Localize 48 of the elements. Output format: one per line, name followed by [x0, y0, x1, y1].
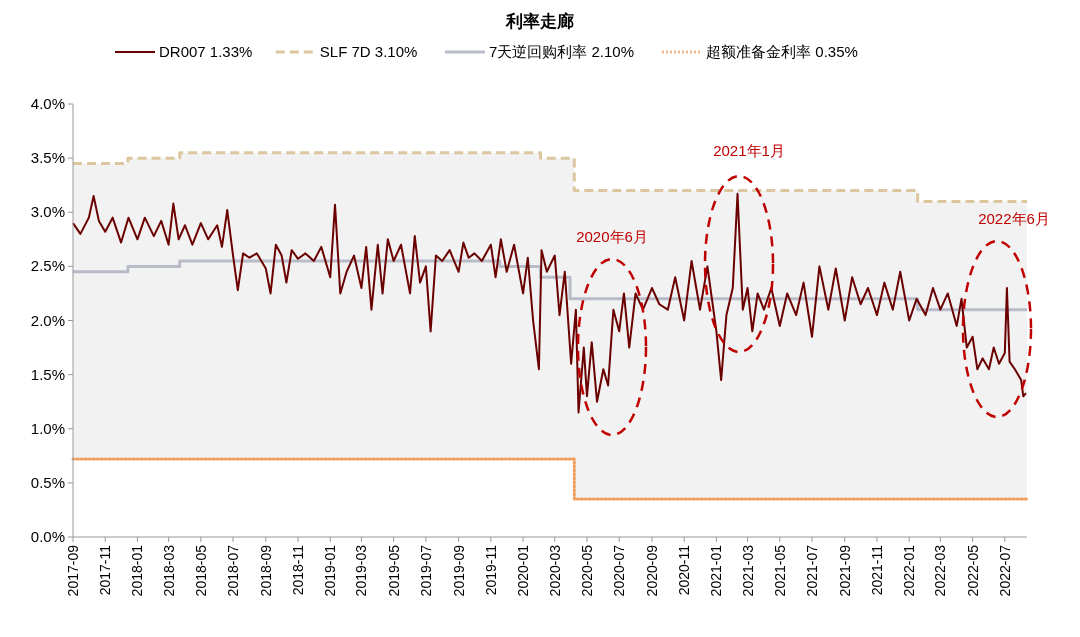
legend-label: 7天逆回购利率 2.10% [489, 43, 635, 60]
y-tick-label: 3.0% [30, 203, 65, 221]
x-tick-label: 2020-09 [643, 544, 660, 597]
y-tick-label: 1.0% [30, 419, 65, 437]
y-tick-label: 0.5% [30, 473, 65, 491]
chart-title: 利率走廊 [505, 12, 574, 31]
x-tick-label: 2021-01 [708, 544, 725, 597]
x-tick-label: 2021-07 [804, 544, 821, 597]
y-tick-label: 4.0% [30, 95, 65, 112]
x-tick-label: 2021-11 [868, 544, 885, 596]
x-tick-label: 2018-07 [225, 544, 242, 597]
x-tick-label: 2021-09 [836, 544, 853, 597]
x-tick-label: 2019-01 [322, 544, 339, 597]
annotation: 2020年6月 [576, 228, 648, 245]
x-tick-label: 2017-11 [97, 544, 114, 596]
x-tick-label: 2018-01 [129, 544, 146, 597]
x-tick-label: 2022-07 [996, 544, 1013, 597]
x-tick-label: 2019-11 [482, 544, 499, 596]
legend-label: SLF 7D 3.10% [319, 43, 418, 60]
x-tick-label: 2020-03 [546, 544, 563, 597]
x-tick-label: 2020-05 [578, 544, 595, 597]
x-tick-label: 2019-09 [450, 544, 467, 597]
x-tick-label: 2018-05 [192, 544, 209, 597]
x-tick-label: 2021-03 [739, 544, 756, 597]
x-tick-label: 2019-07 [417, 544, 434, 597]
x-tick-label: 2018-09 [257, 544, 274, 597]
y-tick-label: 2.0% [30, 311, 65, 329]
x-tick-label: 2022-05 [964, 544, 981, 597]
y-tick-label: 3.5% [30, 149, 65, 167]
y-tick-label: 0.0% [30, 528, 65, 545]
x-tick-label: 2022-01 [901, 544, 918, 597]
x-tick-label: 2020-07 [611, 544, 628, 597]
x-tick-label: 2020-01 [515, 544, 532, 597]
x-tick-label: 2021-05 [771, 544, 788, 597]
x-tick-label: 2019-03 [353, 544, 370, 597]
annotation: 2021年1月 [713, 142, 785, 159]
legend-label: DR007 1.33% [159, 43, 253, 60]
annotation: 2022年6月 [978, 210, 1050, 227]
x-tick-label: 2018-03 [160, 544, 177, 597]
y-tick-label: 2.5% [30, 257, 65, 275]
y-tick-label: 1.5% [30, 365, 65, 383]
x-tick-label: 2022-03 [932, 544, 949, 597]
x-tick-label: 2017-09 [65, 544, 81, 597]
x-tick-label: 2020-11 [676, 544, 693, 596]
x-tick-label: 2019-05 [385, 544, 402, 597]
legend-label: 超额准备金利率 0.35% [706, 43, 858, 60]
x-tick-label: 2018-11 [290, 544, 307, 596]
line-series [72, 192, 1027, 414]
